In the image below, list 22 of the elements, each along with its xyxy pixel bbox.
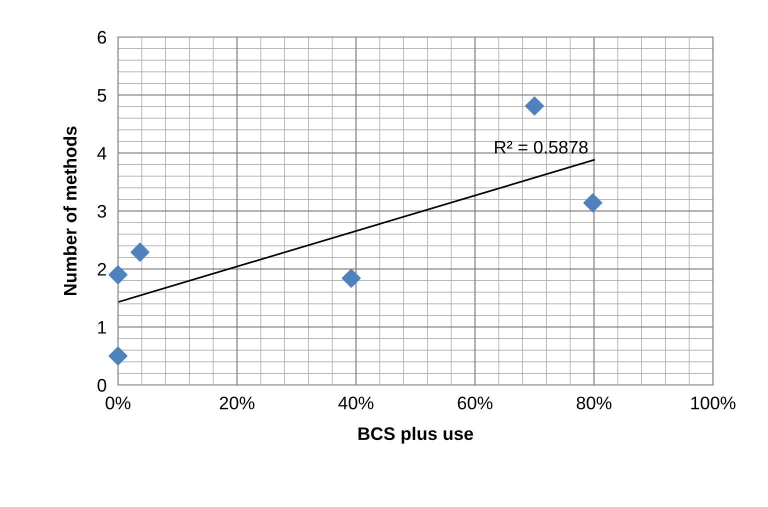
point [342, 268, 361, 288]
y-tick-label: 0 [98, 378, 106, 392]
y-tick-label: 1 [98, 321, 106, 334]
point [108, 346, 128, 366]
y-tick-label: 5 [98, 89, 106, 102]
point [525, 96, 544, 116]
point [108, 265, 128, 284]
x-tick-label: 20% [220, 396, 254, 410]
x-tick-label: 60% [458, 396, 492, 410]
x-tick-label: 80% [576, 396, 612, 410]
x-axis-title: BCS plus use [358, 426, 474, 444]
y-axis-title: Number of methods [63, 126, 77, 296]
y-tick-label: 3 [98, 204, 106, 218]
x-tick-label: 0% [106, 396, 130, 410]
point [130, 242, 150, 262]
annotation: R² = 0.5878 [495, 140, 588, 154]
y-tick-label: 6 [98, 30, 106, 44]
x-tick-label: 40% [338, 396, 374, 410]
y-tick-label: 4 [97, 147, 106, 160]
point [583, 193, 602, 212]
x-tick-label: 100% [691, 396, 736, 410]
y-tick-label: 2 [98, 262, 106, 276]
